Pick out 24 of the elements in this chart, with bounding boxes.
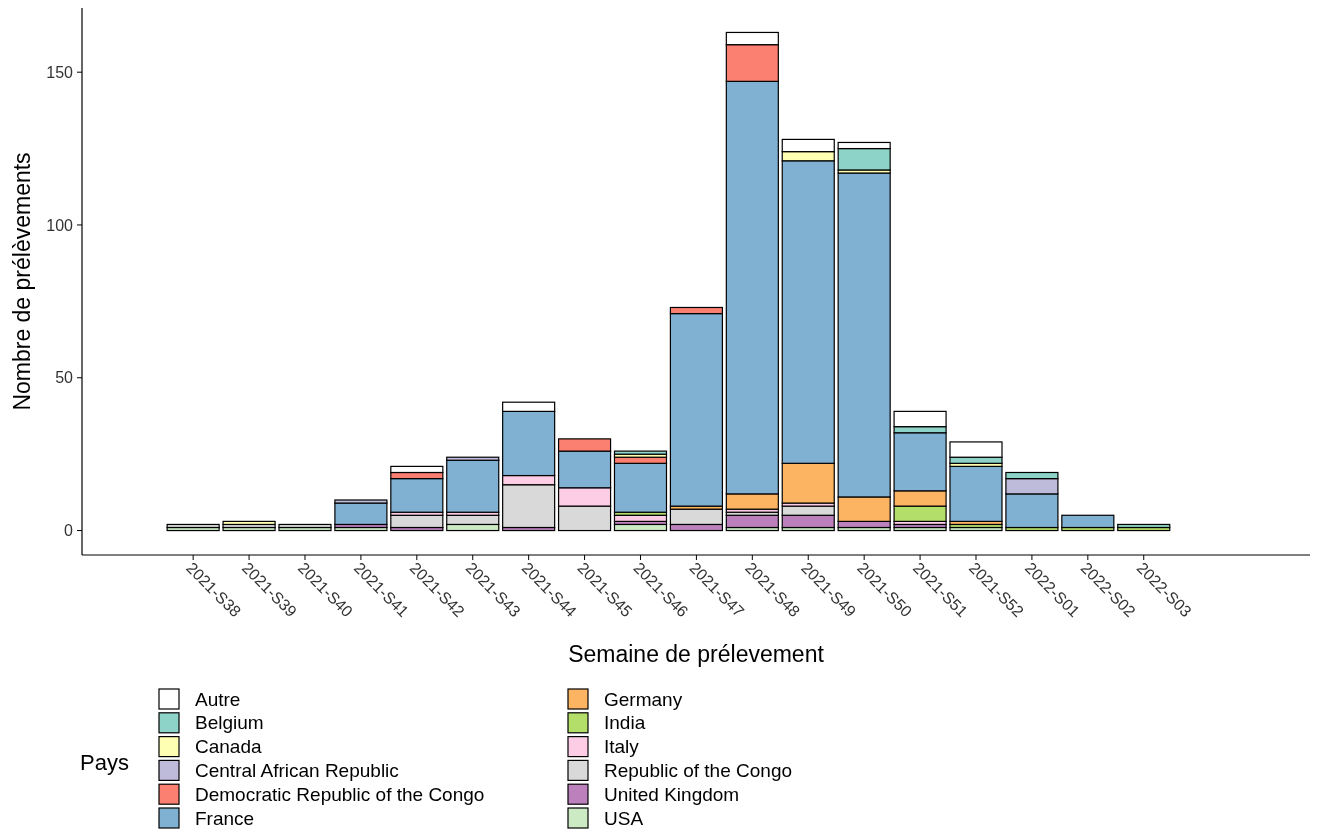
legend-label: France — [195, 807, 255, 829]
legend-label: India — [604, 712, 646, 734]
bar — [446, 459, 500, 513]
legend-label: Republic of the Congo — [604, 760, 793, 782]
legend-label: Autre — [195, 688, 241, 710]
x-axis-title: Semaine de prélevement — [568, 641, 825, 667]
legend-label: Italy — [604, 736, 640, 758]
legend-label: Canada — [195, 736, 262, 758]
legend-label: USA — [604, 807, 644, 829]
y-tick-label: 50 — [55, 369, 74, 387]
legend-label: Germany — [604, 688, 683, 710]
y-axis-title: Nombre de prélèvements — [9, 152, 35, 411]
bar — [1061, 514, 1115, 529]
bar — [949, 465, 1003, 522]
y-tick-label: 150 — [46, 63, 74, 81]
legend-label: Belgium — [195, 712, 264, 734]
y-tick-label: 0 — [64, 522, 74, 540]
bar — [613, 462, 668, 513]
legend-label: United Kingdom — [604, 783, 740, 805]
legend-label: Central African Republic — [195, 760, 399, 782]
legend-title: Pays — [80, 749, 129, 775]
bar — [334, 502, 388, 526]
legend-label: Democratic Republic of the Congo — [195, 783, 485, 805]
y-tick-label: 100 — [46, 216, 74, 234]
